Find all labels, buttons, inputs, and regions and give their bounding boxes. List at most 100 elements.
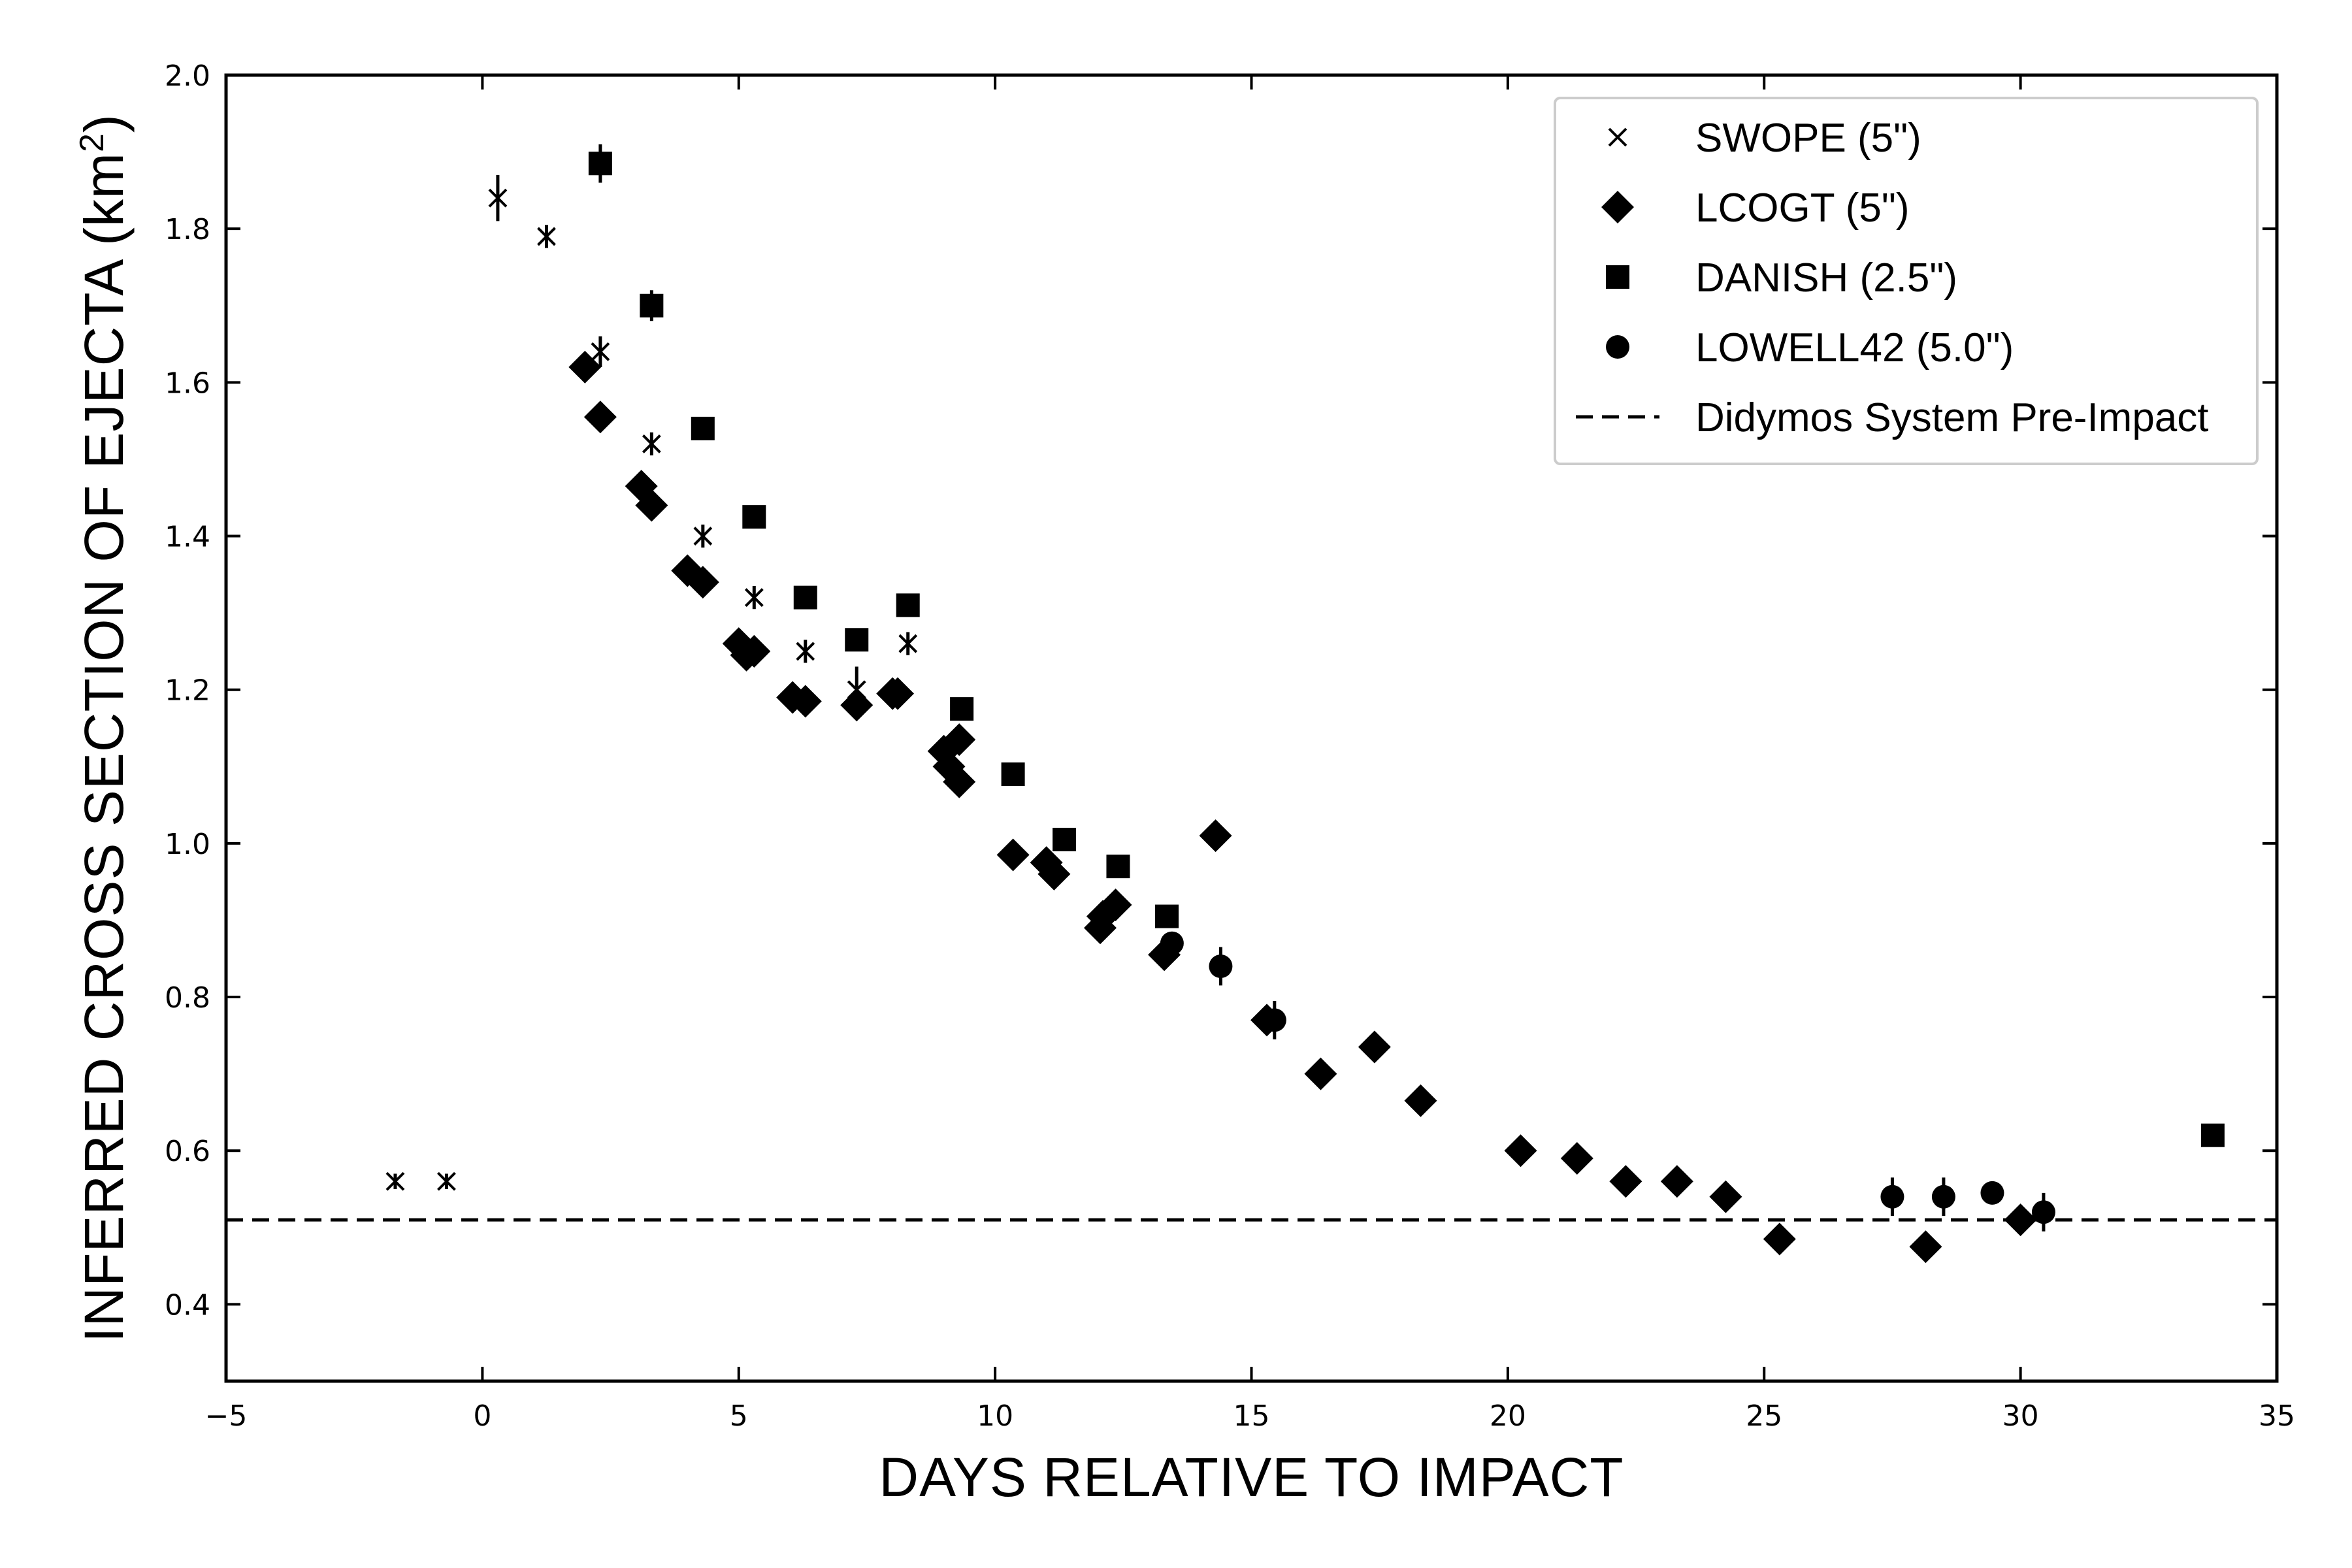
series-lowell42 [1160,931,2055,1232]
y-tick-label: 1.8 [165,213,210,246]
swope-point [796,642,815,661]
x-tick-label: 0 [473,1399,491,1433]
lcogt-point [738,634,771,668]
lowell42-point [1980,1181,2004,1205]
y-tick-label: 0.8 [165,981,210,1015]
lcogt-point [686,566,719,599]
lcogt-point [1504,1134,1537,1168]
lowell42-point [1160,931,1184,955]
lcogt-point [943,765,976,798]
lcogt-point [789,685,822,718]
lcogt-point [996,838,1030,872]
swope-point [642,434,661,453]
x-tick-label: 35 [2259,1399,2295,1433]
lcogt-point [2004,1203,2037,1237]
y-tick-label: 1.6 [165,367,210,400]
x-axis: −5 0 5 10 15 20 25 30 35 [205,75,2295,1433]
danish-point [1053,828,1077,852]
y-axis-title-main: INFERRED CROSS SECTION OF EJECTA (km [73,152,135,1343]
x-tick-label: −5 [205,1399,248,1433]
y-tick-label: 1.2 [165,674,210,708]
legend-label: DANISH (2.5") [1695,255,1957,301]
legend-label: LCOGT (5") [1695,186,1909,231]
danish-point [1001,762,1025,787]
danish-point [742,505,766,529]
x-tick-label: 25 [1746,1399,1782,1433]
legend-entry: SWOPE (5") [1608,116,1921,161]
marker-stroke [693,527,713,546]
legend-label: LOWELL42 (5.0") [1695,325,2014,370]
marker-stroke [796,642,815,661]
plot-frame [224,73,2279,1383]
swope-point [537,227,556,246]
legend-marker [1606,335,1629,359]
danish-point [950,697,974,721]
lcogt-point [1709,1180,1742,1213]
lcogt-point [943,723,976,757]
marker-stroke [385,1171,405,1191]
danish-point [691,416,715,440]
danish-point [1106,855,1130,879]
marker-stroke [537,227,556,246]
lcogt-point [1304,1057,1337,1090]
lowell42-point [1209,955,1233,979]
legend: SWOPE (5") LCOGT (5") DANISH (2.5") LOWELL4… [1554,97,2259,465]
series-danish [588,144,2225,1147]
lcogt-point [1404,1084,1437,1117]
x-tick-label: 15 [1233,1399,1270,1433]
x-tick-label: 5 [730,1399,748,1433]
legend-marker [1608,127,1627,147]
data-points [385,144,2225,1264]
lcogt-point [881,677,915,710]
legend-entry: DANISH (2.5") [1606,255,1957,301]
y-tick-label: 0.4 [165,1288,210,1322]
lcogt-point [1199,819,1232,853]
y-tick-label: 0.6 [165,1135,210,1168]
marker-stroke [898,634,918,653]
marker-stroke [437,1171,456,1191]
lowell42-point [1880,1184,1904,1209]
danish-point [588,152,612,176]
y-axis-title: INFERRED CROSS SECTION OF EJECTA (km2) [73,114,135,1343]
x-tick-label: 20 [1490,1399,1526,1433]
lcogt-point [1037,857,1071,890]
lcogt-point [840,689,874,722]
swope-point [488,188,508,208]
swope-point [898,634,918,653]
danish-point [640,293,664,318]
y-axis: 0.4 0.6 0.8 1.0 1.2 1.4 1.6 1.8 2.0 [165,59,2277,1322]
swope-point [437,1171,456,1191]
lcogt-point [583,400,617,434]
y-axis-title-end: ) [73,114,135,133]
lcogt-point [635,489,668,522]
legend-box [1554,97,2259,465]
marker-stroke [591,342,610,361]
legend-marker [1606,265,1629,289]
x-tick-label: 10 [977,1399,1013,1433]
x-tick-label: 30 [2002,1399,2039,1433]
legend-entry: Didymos System Pre-Impact [1576,395,2209,440]
lowell42-point [1262,1008,1286,1032]
lcogt-point [1609,1165,1642,1198]
danish-point [793,585,817,610]
marker-stroke [744,588,764,608]
series-lcogt [568,350,2037,1264]
danish-point [896,593,920,617]
lowell42-point [1931,1184,1955,1209]
marker-stroke [1608,127,1627,147]
y-axis-title-superscript: 2 [73,133,111,152]
danish-point [2200,1123,2225,1147]
legend-entry: LCOGT (5") [1601,186,1909,231]
legend-marker [1601,191,1634,223]
swope-point [744,588,764,608]
swope-point [693,527,713,546]
swope-point [385,1171,405,1191]
lcogt-point [1560,1141,1593,1175]
marker-stroke [642,434,661,453]
marker-stroke [488,188,508,208]
y-tick-label: 1.4 [165,521,210,554]
legend-label: SWOPE (5") [1695,116,1921,161]
swope-point [591,342,610,361]
lcogt-point [1909,1230,1942,1264]
